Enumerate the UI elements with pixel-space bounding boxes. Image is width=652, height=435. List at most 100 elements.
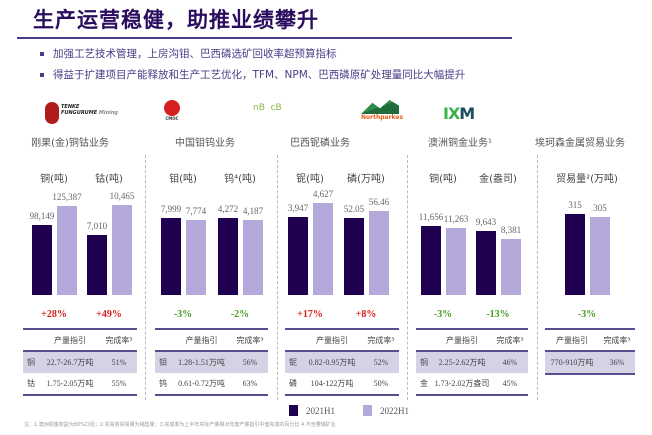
page-title: 生产运营稳健，助推业绩攀升 [33, 8, 319, 32]
table-cell: 2.25-2.62万吨 [438, 358, 486, 367]
table-header-cell: 完成率³ [105, 335, 133, 345]
table-row: 770-910万吨 36% [545, 352, 635, 373]
table-cell: 50% [373, 379, 389, 388]
table-cell: 磷 [289, 379, 297, 388]
value-label-2022h1: 56.46 [368, 197, 390, 207]
value-label-2021h1: 52.05 [343, 203, 365, 214]
value-label-2021h1: 3,947 [287, 202, 309, 213]
table-cell: 63% [242, 379, 258, 388]
bar-2021h1 [565, 214, 585, 295]
change-label: -3% [173, 309, 193, 320]
metric-label: 钨⁴(吨) [224, 174, 256, 185]
guidance-table: 产量指引 完成率³ 铜 2.25-2.62万吨 46% 金 1.73-2.02万盎司 45% [416, 328, 528, 396]
metric-label: 铜(吨) [40, 174, 68, 185]
guidance-table: 产量指引 完成率³ 铜 22.7-26.7万吨 51% 钴 1.75-2.05万吨 55% [23, 328, 137, 396]
table-cell: 1.28-1.51万吨 [178, 358, 225, 367]
metric-label: 金(盎司) [479, 174, 517, 185]
value-label-2021h1: 11,656 [418, 212, 444, 222]
bar-2021h1 [87, 234, 107, 295]
value-label-2022h1: 7,774 [185, 206, 207, 217]
tfm-logo: TENKE FUNGURUME Mining [45, 100, 118, 126]
footnote: 注：1.澳洲铜金权益为80%口径；2.贸易商贸易量为销售量；3.完成率为上半年实… [24, 422, 336, 428]
guidance-table: 产量指引 完成率³ 铌 0.82-0.95万吨 52% 磷 104-122万吨 50% [285, 328, 399, 396]
table-row: 铜 22.7-26.7万吨 51% [23, 352, 137, 373]
table-cell: 0.82-0.95万吨 [308, 358, 356, 367]
column-separator [277, 155, 278, 400]
table-row: 钴 1.75-2.05万吨 55% [23, 373, 137, 394]
bar-2022h1 [590, 216, 610, 295]
bar-2022h1 [446, 228, 466, 295]
value-label-2022h1: 10,465 [109, 191, 135, 201]
table-cell: 51% [111, 358, 127, 367]
legend-swatch-2022h1 [363, 405, 372, 416]
legend-label-2021h1: 2021H1 [306, 405, 335, 416]
table-row: 磷 104-122万吨 50% [285, 373, 399, 394]
table-header-cell: 产量指引 [556, 335, 588, 345]
metric-label: 磷(万吨) [347, 174, 385, 185]
change-label: -2% [230, 309, 250, 320]
bar-2022h1 [186, 220, 206, 295]
table-header-cell: 完成率³ [603, 335, 631, 345]
table-cell: 铜 [27, 358, 35, 367]
change-label: +8% [355, 309, 377, 320]
column-separator [537, 155, 538, 400]
table-cell: 钨 [159, 379, 167, 388]
table-row: 钼 1.28-1.51万吨 56% [155, 352, 268, 373]
guidance-table: 产量指引 完成率³ 钼 1.28-1.51万吨 56% 钨 0.61-0.72万吨 63% [155, 328, 268, 396]
niobras-capebras-logo: nB cB [253, 103, 282, 113]
business-name: 澳洲铜金业务¹ [427, 138, 493, 149]
table-row: 铌 0.82-0.95万吨 52% [285, 352, 399, 373]
table-row: 铜 2.25-2.62万吨 46% [416, 352, 528, 373]
table-cell: 56% [242, 358, 258, 367]
value-label-2021h1: 4,272 [217, 204, 239, 214]
business-name: 刚果(金)铜钴业务 [31, 138, 109, 149]
table-row: 金 1.73-2.02万盎司 45% [416, 373, 528, 394]
bar-2022h1 [313, 203, 333, 295]
legend-label-2022h1: 2022H1 [380, 405, 409, 416]
metric-label: 贸易量²(万吨) [556, 174, 618, 185]
business-name: 巴西铌磷业务 [290, 138, 350, 149]
northparkes-logo: Northparkes [361, 100, 403, 126]
value-label-2021h1: 315 [568, 200, 582, 210]
change-label: +28% [41, 309, 67, 320]
table-header: 产量指引 完成率³ [23, 330, 137, 352]
table-cell: 铜 [420, 358, 428, 367]
bullet-text: 得益于扩建项目产能释放和生产工艺优化，TFM、NPM、巴西磷原矿处理量同比大幅提… [53, 69, 466, 81]
value-label-2022h1: 4,187 [242, 205, 264, 216]
table-header: 产量指引 完成率³ [285, 330, 399, 352]
bar-2022h1 [369, 211, 389, 295]
table-cell: 22.7-26.7万吨 [46, 358, 94, 367]
bar-2022h1 [501, 239, 521, 295]
table-header-cell: 产量指引 [54, 335, 86, 345]
guidance-table: 产量指引 完成率³ 770-910万吨 36% [545, 328, 635, 375]
column-separator [145, 155, 146, 400]
ixm-logo: IXM [443, 104, 475, 123]
table-header-cell: 完成率³ [367, 335, 395, 345]
bar-2021h1 [161, 218, 181, 295]
bullet-item: 得益于扩建项目产能释放和生产工艺优化，TFM、NPM、巴西磷原矿处理量同比大幅提… [40, 67, 465, 82]
table-cell: 104-122万吨 [310, 379, 354, 388]
value-label-2021h1: 98,149 [29, 211, 55, 222]
table-cell: 钴 [27, 379, 35, 388]
table-cell: 770-910万吨 [550, 358, 594, 367]
value-label-2021h1: 9,643 [475, 217, 497, 227]
metric-label: 铜(吨) [429, 174, 457, 185]
value-label-2022h1: 8,381 [500, 225, 522, 236]
metric-label: 钴(吨) [95, 174, 123, 185]
legend-swatch-2021h1 [289, 405, 298, 416]
cmoc-logo: CMOC [161, 100, 183, 126]
bar-2021h1 [218, 218, 238, 295]
table-header: 产量指引 完成率³ [416, 330, 528, 352]
bullet-text: 加强工艺技术管理，上房沟钼、巴西磷选矿回收率超预算指标 [53, 48, 337, 60]
bar-2022h1 [112, 205, 132, 295]
bar-2022h1 [57, 206, 77, 295]
table-header: 产量指引 完成率³ [545, 330, 635, 352]
table-cell: 金 [420, 379, 428, 388]
bullet-icon [40, 73, 44, 77]
bar-2021h1 [288, 216, 308, 295]
table-header-cell: 产量指引 [446, 335, 478, 345]
change-label: -13% [486, 309, 510, 320]
column-separator [407, 155, 408, 400]
metric-label: 铌(吨) [296, 174, 324, 185]
table-header-cell: 完成率³ [236, 335, 264, 345]
